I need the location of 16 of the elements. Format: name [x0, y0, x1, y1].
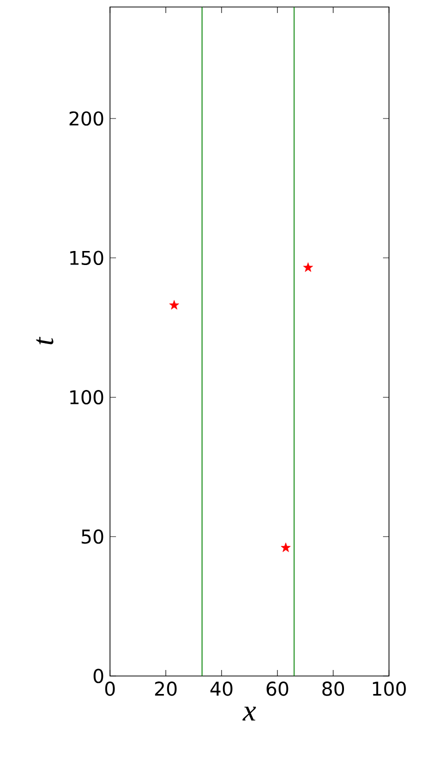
y-tick-label: 50	[82, 529, 104, 544]
y-tick-label: 200	[70, 111, 104, 126]
y-tick-label: 150	[70, 250, 104, 266]
x-tick-label: 0	[105, 682, 115, 696]
x-tick-label: 40	[210, 682, 232, 696]
x-tick-label: 100	[372, 682, 406, 696]
x-axis-title: x	[242, 706, 256, 721]
point	[303, 262, 314, 272]
y-tick-label: 100	[70, 390, 104, 404]
y-tick-label: 0	[94, 668, 104, 684]
x-tick-label: 80	[322, 682, 344, 696]
x-tick-label: 20	[155, 682, 177, 696]
point	[169, 300, 180, 310]
x-tick-label: 60	[266, 682, 288, 696]
point	[280, 542, 291, 552]
y-axis-title: t	[36, 336, 54, 344]
